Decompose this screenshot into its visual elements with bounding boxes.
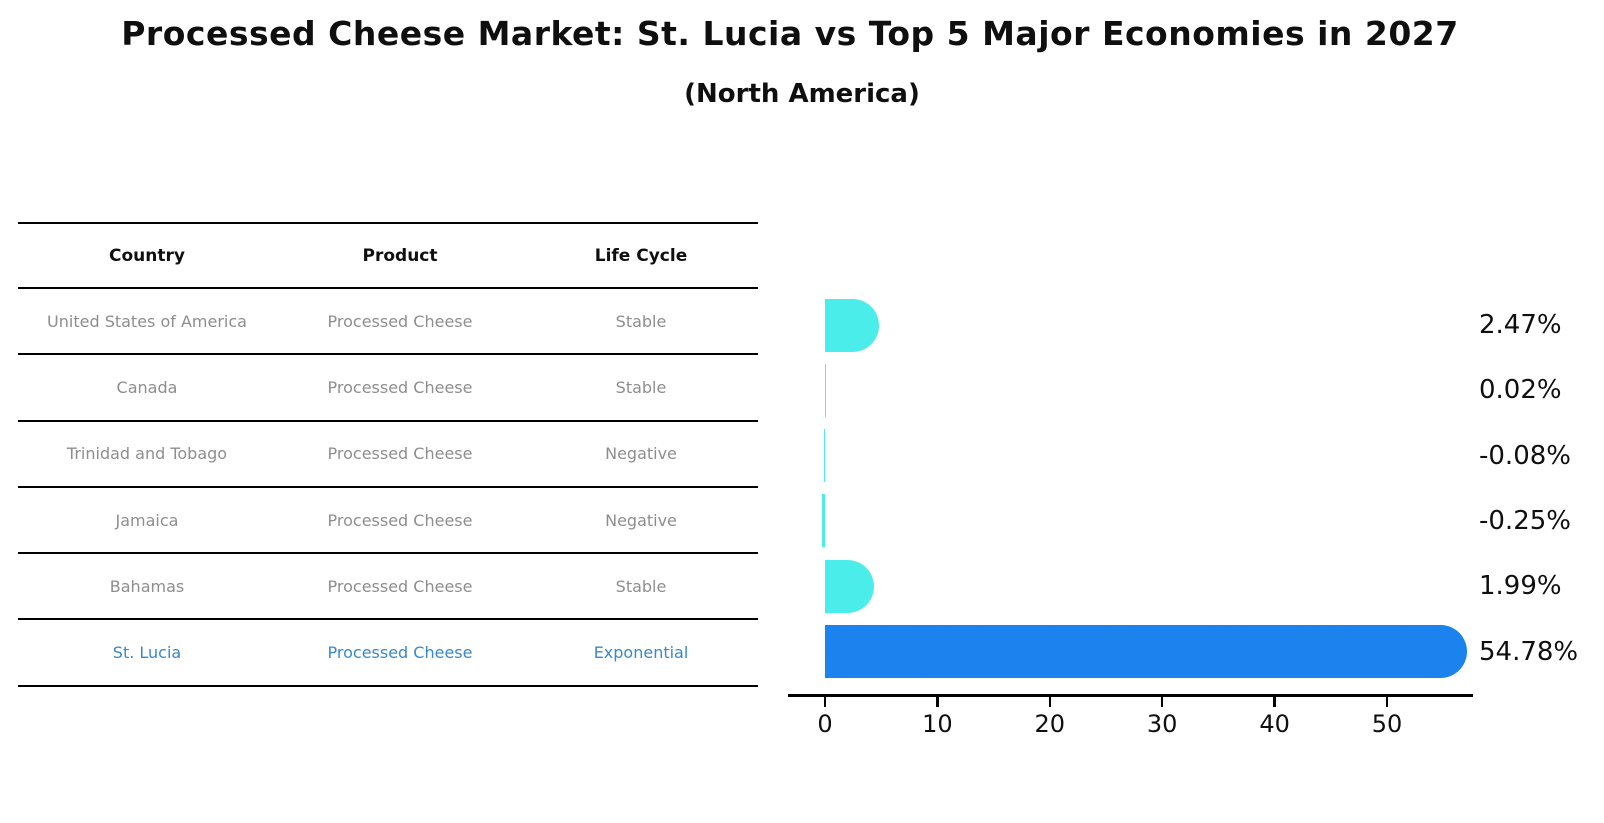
table-cell-product: Processed Cheese xyxy=(327,311,473,331)
table-row: Trinidad and Tobago Processed Cheese Negat… xyxy=(18,422,758,488)
table-cell-life-cycle: Negative xyxy=(605,444,677,464)
bar-united-states-of-america xyxy=(825,298,880,352)
bar-value-label: -0.25% xyxy=(1479,505,1571,536)
x-axis-tick-label: 50 xyxy=(1371,710,1403,738)
table-header-country: Country xyxy=(109,245,185,266)
table-cell-country: Canada xyxy=(116,377,178,397)
table-cell-product: Processed Cheese xyxy=(327,576,473,596)
bar-value-label: 2.47% xyxy=(1479,310,1562,340)
x-axis-tick xyxy=(1273,697,1276,707)
bar-value-label: 0.02% xyxy=(1479,375,1562,406)
x-axis-tick-label: 20 xyxy=(1034,710,1066,738)
x-axis-tick-label: 10 xyxy=(922,710,953,738)
x-axis-tick xyxy=(1160,697,1164,707)
bar-jamaica xyxy=(822,494,825,548)
x-axis-tick xyxy=(936,697,939,707)
chart-title: Processed Cheese Market: St. Lucia vs To… xyxy=(121,14,1459,53)
table-cell-life-cycle: Stable xyxy=(615,576,667,596)
table-header-product: Product xyxy=(362,245,438,266)
table-cell-product: Processed Cheese xyxy=(327,510,473,530)
table-cell-life-cycle: Stable xyxy=(615,311,667,331)
x-axis-tick-label: 40 xyxy=(1259,710,1290,738)
table-cell-country: St. Lucia xyxy=(112,643,182,663)
table-rows: United States of America Processed Cheese… xyxy=(18,289,758,687)
x-axis-tick-label: 0 xyxy=(817,710,833,738)
x-axis-line xyxy=(788,694,1473,697)
x-axis-tick xyxy=(1048,697,1052,707)
bar-value-label: -0.08% xyxy=(1479,440,1571,471)
table-row: St. Lucia Processed Cheese Exponential xyxy=(18,620,758,687)
table-cell-product: Processed Cheese xyxy=(327,643,473,663)
chart-subtitle: (North America) xyxy=(684,79,920,109)
x-axis-tick xyxy=(1385,697,1389,707)
bar-value-label: 54.78% xyxy=(1479,636,1579,667)
table-row: Jamaica Processed Cheese Negative xyxy=(18,488,758,555)
table-cell-product: Processed Cheese xyxy=(327,444,473,464)
table-row: Canada Processed Cheese Stable xyxy=(18,355,758,422)
bar-st-lucia xyxy=(825,625,1468,678)
table-header-row: Country Product Life Cycle xyxy=(18,222,758,289)
bar-canada xyxy=(825,363,826,417)
bar-bahamas xyxy=(825,559,874,613)
table-cell-life-cycle: Negative xyxy=(605,510,677,530)
table-cell-life-cycle: Exponential xyxy=(593,643,689,663)
table-cell-country: Bahamas xyxy=(109,576,185,596)
table-cell-country: Jamaica xyxy=(115,510,179,530)
table-row: United States of America Processed Cheese… xyxy=(18,289,758,356)
table-cell-life-cycle: Stable xyxy=(615,377,667,397)
table-cell-product: Processed Cheese xyxy=(327,377,473,397)
x-axis-tick-label: 30 xyxy=(1146,710,1178,738)
bar-trinidad-and-tobago xyxy=(823,429,825,483)
table-row: Bahamas Processed Cheese Stable xyxy=(18,554,758,621)
x-axis-tick xyxy=(823,697,827,707)
table-cell-country: Trinidad and Tobago xyxy=(66,444,228,464)
country-table: Country Product Life Cycle United States… xyxy=(18,222,758,687)
bar-value-label: 1.99% xyxy=(1479,571,1562,602)
table-header-life-cycle: Life Cycle xyxy=(594,245,688,266)
table-cell-country: United States of America xyxy=(47,311,247,331)
